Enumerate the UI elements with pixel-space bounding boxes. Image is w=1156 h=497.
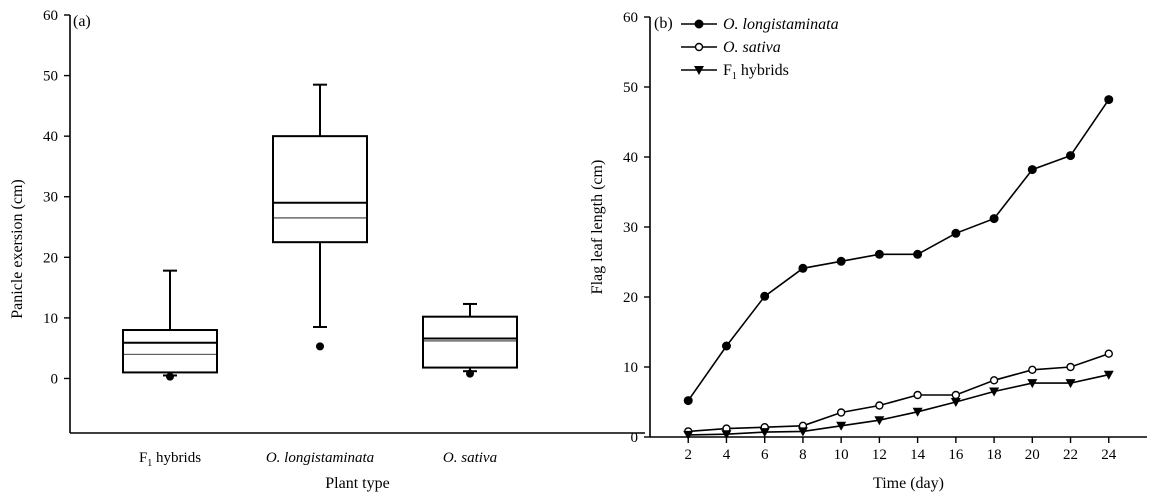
x-axis-title: Time (day): [873, 475, 944, 492]
legend-label: F1 hybrids: [723, 62, 789, 82]
series-line: [688, 352, 1110, 433]
outlier-point: [166, 372, 174, 381]
series-1: [684, 349, 1113, 436]
legend-item-0: O. longistaminata: [681, 16, 839, 33]
x-tick-label: 12: [872, 447, 887, 463]
y-tick-label: 0: [631, 430, 639, 446]
data-point: [694, 19, 704, 29]
outlier-point: [316, 342, 324, 351]
y-axis-title: Flag leaf length (cm): [589, 160, 606, 295]
y-tick-label: 0: [51, 371, 59, 387]
panel-label-a: (a): [73, 13, 91, 30]
box-rect: [122, 329, 218, 374]
data-point: [989, 214, 999, 224]
box-1: [272, 83, 368, 351]
y-tick-label: 10: [43, 311, 58, 327]
x-tick-label: 18: [987, 447, 1002, 463]
box-rect: [272, 135, 368, 244]
data-point: [989, 376, 999, 385]
y-axis-title: Panicle exersion (cm): [9, 179, 26, 319]
series-2: [683, 370, 1114, 440]
data-point: [913, 390, 922, 400]
data-point: [875, 401, 884, 410]
y-tick-label: 40: [623, 150, 638, 166]
data-point: [1104, 349, 1113, 358]
box-2: [422, 302, 518, 378]
box-rect: [422, 315, 518, 369]
x-tick-label: 10: [834, 447, 849, 463]
legend-label: O. longistaminata: [723, 16, 839, 33]
data-point: [1065, 379, 1076, 389]
data-point: [694, 42, 704, 52]
data-point: [989, 387, 1000, 397]
legend-label: O. sativa: [723, 39, 781, 56]
data-point: [912, 407, 923, 417]
data-point: [1066, 151, 1076, 161]
x-tick-label-2: O. sativa: [443, 450, 497, 466]
data-point: [951, 390, 961, 400]
data-point: [797, 427, 808, 437]
series-line: [688, 373, 1109, 436]
x-axis-title: Plant type: [325, 475, 389, 492]
data-point: [683, 396, 693, 406]
data-point: [1027, 379, 1038, 389]
y-tick-label: 30: [623, 220, 638, 236]
data-point: [836, 421, 847, 431]
x-tick-label: 4: [723, 447, 731, 463]
y-tick-label: 30: [43, 190, 58, 206]
data-point: [721, 430, 732, 440]
y-tick-label: 20: [43, 250, 58, 266]
data-point: [683, 430, 694, 440]
x-tick-label: 24: [1101, 447, 1117, 463]
x-tick-label: 6: [761, 447, 769, 463]
y-tick-label: 20: [623, 290, 638, 306]
data-point: [913, 249, 923, 259]
data-point: [1027, 165, 1037, 175]
y-tick-label: 50: [43, 69, 58, 85]
panel-label-b: (b): [654, 15, 673, 32]
x-tick-label-1: O. longistaminata: [266, 450, 374, 466]
outlier-point: [466, 369, 474, 378]
series-0: [683, 95, 1114, 406]
x-tick-label: 14: [910, 447, 926, 463]
data-point: [1028, 365, 1037, 374]
panel-a-box-plot: 0 10 20 30 40 50 60 (a) F1 hybrids O. longistamin…: [9, 8, 645, 492]
legend-item-2: F1 hybrids: [681, 62, 789, 82]
data-point: [1104, 95, 1114, 105]
x-tick-label-0: F1 hybrids: [139, 450, 201, 469]
box-0: [122, 269, 218, 381]
x-tick-label: 20: [1025, 447, 1040, 463]
data-point: [836, 408, 846, 417]
y-tick-label: 60: [43, 8, 58, 24]
x-tick-label: 2: [684, 447, 692, 463]
x-tick-label: 16: [948, 447, 964, 463]
series-line: [687, 99, 1110, 402]
x-tick-label: 8: [799, 447, 807, 463]
data-point: [874, 249, 884, 259]
data-point: [836, 256, 846, 266]
data-point: [951, 228, 961, 238]
data-point: [950, 398, 961, 407]
data-point: [694, 66, 704, 75]
data-point: [721, 341, 731, 351]
y-tick-label: 60: [623, 10, 638, 26]
data-point: [759, 428, 770, 438]
y-tick-label: 10: [623, 360, 638, 376]
data-point: [760, 291, 770, 301]
y-tick-label: 40: [43, 129, 58, 145]
y-tick-label: 50: [623, 80, 638, 96]
data-point: [1103, 370, 1114, 380]
data-point: [798, 263, 808, 273]
data-point: [1066, 362, 1075, 372]
legend-item-1: O. sativa: [681, 39, 781, 56]
x-tick-label: 22: [1063, 447, 1078, 463]
data-point: [874, 416, 885, 426]
